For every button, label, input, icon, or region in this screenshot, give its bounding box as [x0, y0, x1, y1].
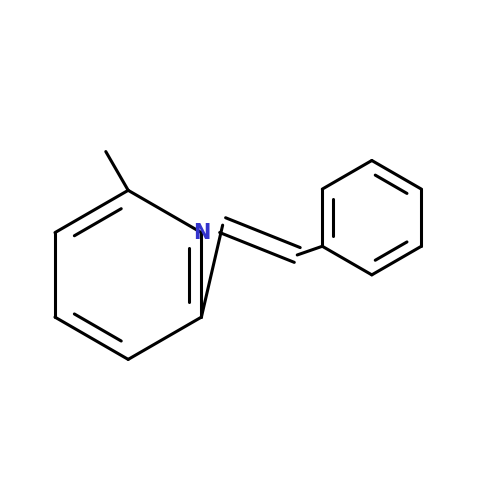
Text: N: N [192, 222, 210, 242]
